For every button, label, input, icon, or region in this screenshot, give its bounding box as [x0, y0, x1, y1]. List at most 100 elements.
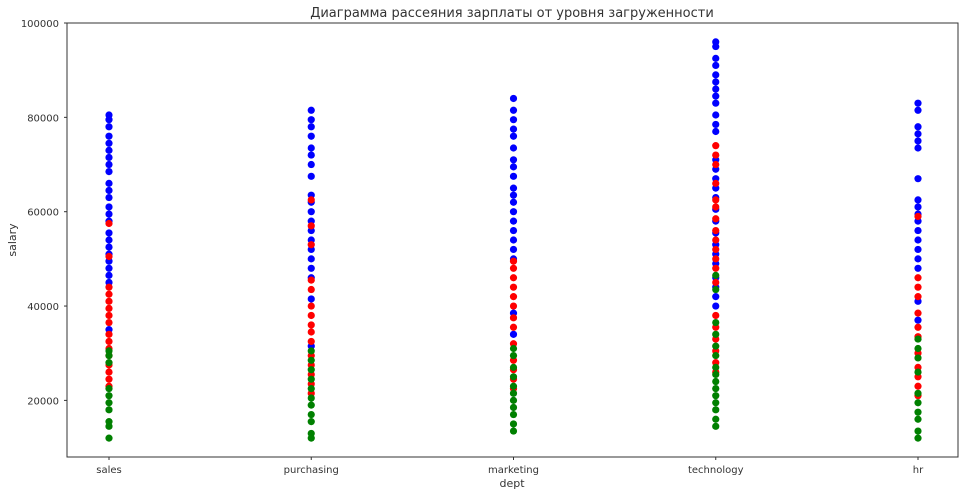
scatter-point [105, 203, 113, 211]
chart-title: Диаграмма рассеяния зарплаты от уровня з… [310, 6, 714, 21]
scatter-point [509, 245, 518, 254]
scatter-point [712, 142, 720, 150]
scatter-point [712, 399, 720, 407]
scatter-point [509, 363, 518, 371]
scatter-point [307, 418, 315, 426]
scatter-point [509, 283, 518, 291]
scatter-point [712, 302, 720, 310]
y-axis-label: salary [6, 223, 19, 257]
scatter-point [712, 377, 720, 386]
scatter-point [307, 276, 315, 284]
y-tick-label: 40000 [27, 302, 59, 313]
scatter-point [914, 212, 922, 221]
scatter-point [105, 229, 113, 237]
scatter-point [307, 222, 315, 230]
scatter-point [307, 255, 315, 263]
scatter-point [105, 210, 113, 218]
scatter-point [105, 418, 113, 426]
scatter-point [105, 347, 113, 355]
scatter-point [105, 434, 113, 442]
scatter-point [105, 384, 113, 393]
scatter-point [307, 366, 315, 374]
scatter-point [914, 354, 922, 362]
scatter-point [712, 160, 720, 169]
scatter-point [307, 241, 315, 249]
scatter-point [712, 370, 720, 379]
scatter-point [914, 434, 922, 442]
x-axis-ticks: sales purchasing marketing technology hr [96, 457, 924, 476]
scatter-point [307, 356, 315, 364]
scatter-point [105, 132, 113, 140]
scatter-point [712, 351, 720, 360]
scatter-point [307, 196, 315, 204]
scatter-point [105, 193, 113, 202]
scatter-point [105, 318, 113, 327]
scatter-point [509, 132, 518, 140]
scatter-point [105, 123, 113, 131]
scatter-point [105, 406, 113, 414]
scatter-point [509, 351, 518, 360]
scatter-point [914, 368, 922, 376]
scatter-point [712, 255, 720, 263]
scatter-point [105, 290, 113, 298]
scatter-point [914, 415, 922, 423]
scatter-point [712, 92, 720, 100]
scatter-point [914, 236, 922, 244]
scatter-point [509, 198, 518, 206]
scatter-point [712, 203, 720, 211]
scatter-point [509, 314, 518, 322]
scatter-point [712, 54, 720, 62]
scatter-point [712, 342, 720, 350]
scatter-point [712, 293, 720, 301]
scatter-point [914, 226, 922, 235]
scatter-point [105, 160, 113, 169]
scatter-point [105, 330, 113, 338]
x-tick-label: technology [688, 465, 744, 476]
scatter-point [914, 255, 922, 263]
scatter-point [509, 226, 518, 235]
x-tick-label: hr [913, 465, 924, 476]
scatter-point [509, 330, 518, 338]
scatter-point [712, 226, 720, 235]
scatter-point [105, 243, 113, 251]
scatter-point [914, 283, 922, 291]
scatter-point [914, 274, 922, 282]
scatter-point [914, 316, 922, 324]
scatter-points [105, 38, 922, 442]
scatter-point [307, 116, 315, 124]
scatter-point [914, 245, 922, 254]
scatter-point [509, 163, 518, 171]
scatter-point [509, 257, 518, 265]
scatter-point [712, 311, 720, 320]
scatter-point [914, 144, 922, 152]
scatter-point [509, 396, 518, 404]
scatter-point [509, 389, 518, 397]
scatter-point [914, 99, 922, 107]
scatter-point [509, 410, 518, 419]
scatter-point [307, 160, 315, 169]
scatter-point [712, 318, 720, 327]
scatter-point [712, 384, 720, 393]
scatter-point [509, 373, 518, 381]
scatter-point [712, 236, 720, 244]
scatter-point [105, 304, 113, 313]
scatter-point [509, 208, 518, 216]
scatter-point [105, 236, 113, 244]
scatter-point [509, 427, 518, 435]
scatter-point [105, 139, 113, 147]
scatter-point [509, 420, 518, 428]
scatter-point [914, 323, 922, 331]
scatter-point [307, 302, 315, 310]
scatter-point [105, 111, 113, 119]
scatter-point [712, 196, 720, 204]
scatter-point [712, 363, 720, 371]
scatter-point [307, 151, 315, 159]
scatter-point [307, 123, 315, 131]
scatter-point [914, 106, 922, 114]
x-tick-label: marketing [488, 465, 539, 476]
scatter-point [307, 337, 315, 346]
scatter-point [509, 172, 518, 180]
